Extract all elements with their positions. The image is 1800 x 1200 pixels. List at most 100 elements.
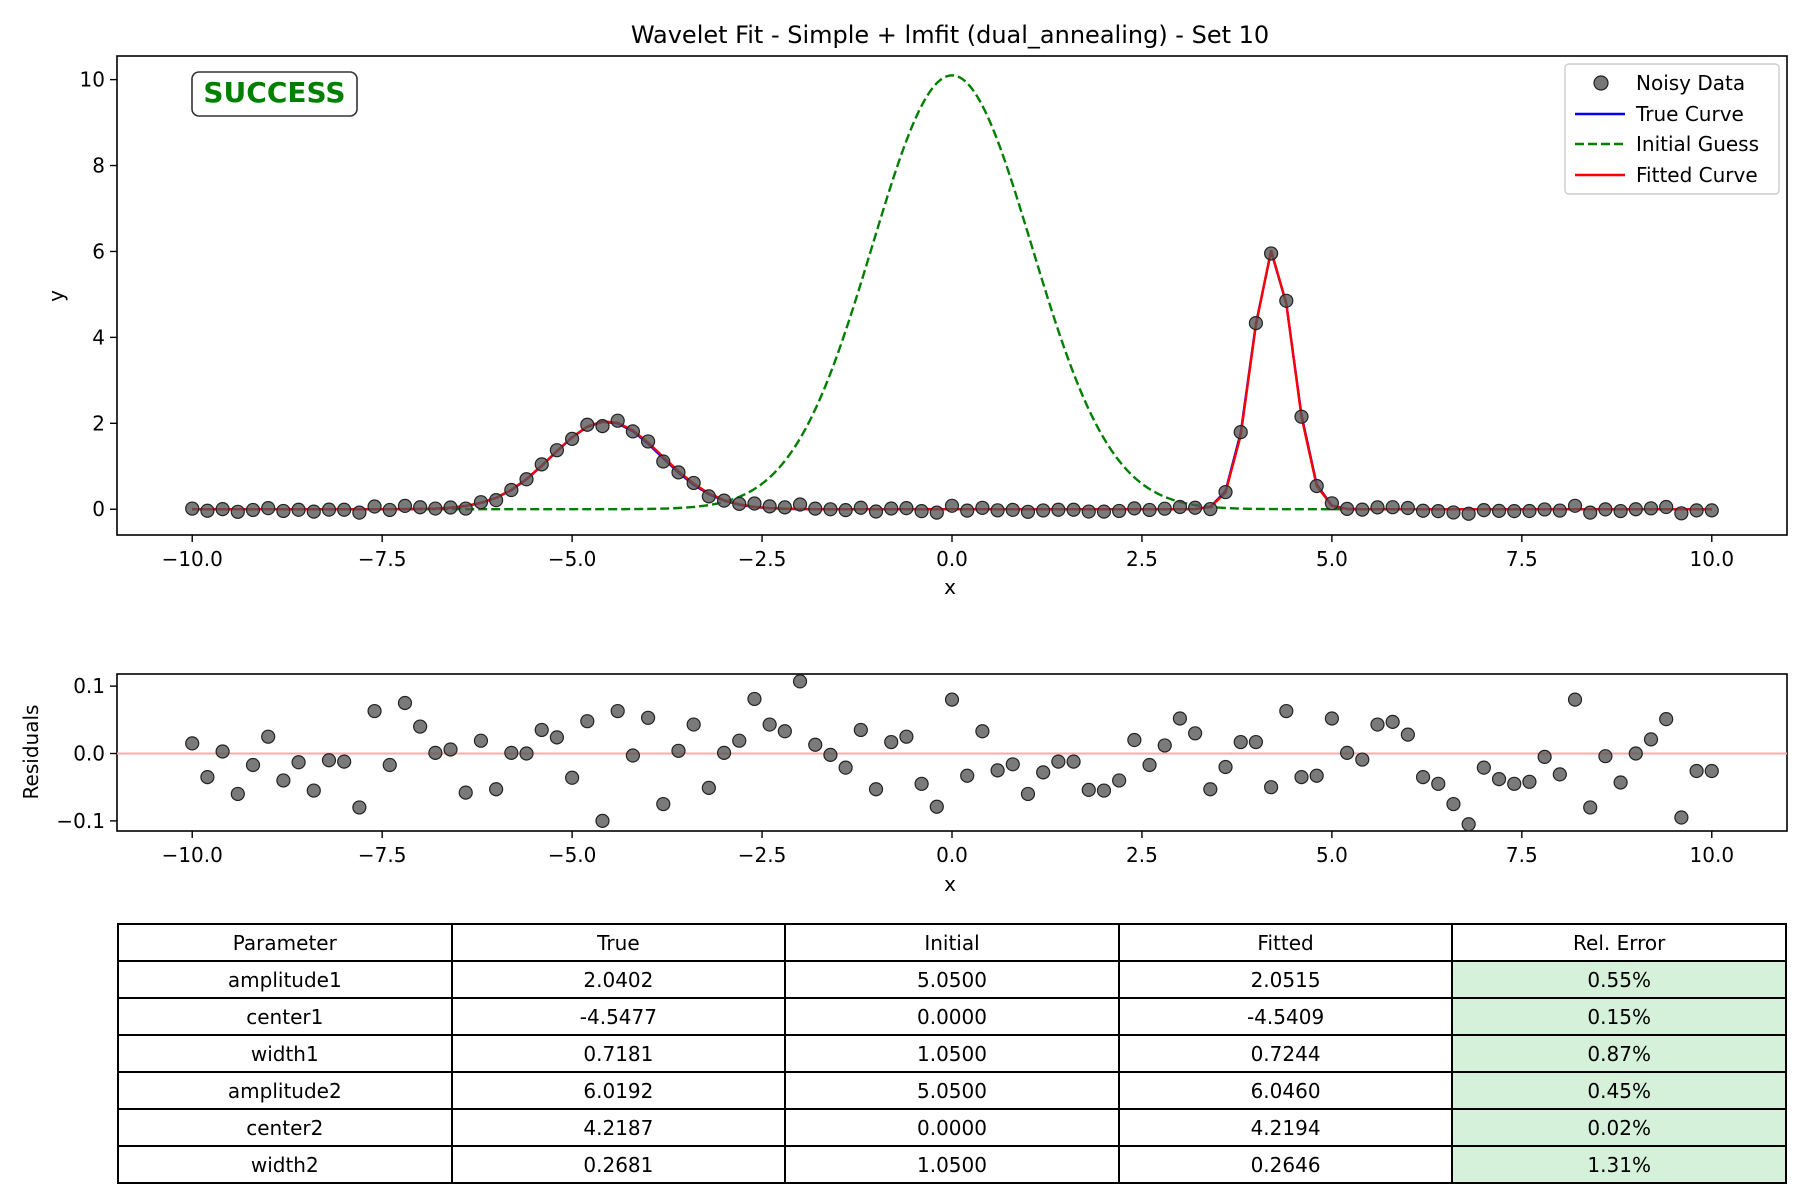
- noisy-data-point: [1674, 506, 1689, 521]
- residual-point: [1507, 776, 1522, 791]
- table-row: amplitude1 2.0402 5.0500 2.0515 0.55%: [117, 960, 1787, 999]
- residual-point: [1704, 763, 1719, 779]
- noisy-data-point: [473, 495, 489, 510]
- noisy-data-point: [1157, 501, 1172, 516]
- legend-marker-noisy-data: [1593, 75, 1609, 91]
- rel-error-cell: 0.15%: [1451, 997, 1787, 1036]
- noisy-data-point: [656, 454, 671, 469]
- residual-point: [990, 763, 1005, 778]
- x-tick-label: −5.0: [548, 547, 597, 571]
- noisy-data-point: [1446, 505, 1461, 520]
- x-tick-label: −2.5: [738, 547, 787, 571]
- noisy-data-point: [1051, 502, 1066, 517]
- table-cell: 6.0460: [1117, 1071, 1454, 1110]
- y-tick-label: −0.1: [56, 809, 105, 833]
- residual-point: [1522, 774, 1537, 789]
- residual-point: [1112, 773, 1127, 788]
- residual-point: [1567, 692, 1583, 707]
- residual-point: [489, 782, 504, 797]
- residual-point: [1355, 752, 1370, 767]
- legend: Noisy Data True Curve Initial Guess Fitt…: [1564, 63, 1780, 195]
- residual-point: [1446, 796, 1461, 812]
- residual-point: [1613, 775, 1628, 790]
- residual-point: [1157, 738, 1172, 753]
- noisy-data-point: [1203, 501, 1218, 517]
- residual-point: [792, 674, 808, 689]
- success-badge: SUCCESS: [191, 71, 358, 117]
- noisy-data-point: [610, 413, 625, 428]
- noisy-data-point: [929, 505, 944, 520]
- noisy-data-point: [534, 457, 549, 472]
- noisy-data-point: [1537, 502, 1552, 517]
- table-cell: 0.2646: [1117, 1145, 1454, 1184]
- noisy-data-point: [1036, 503, 1051, 518]
- noisy-data-point: [1112, 503, 1127, 519]
- residuals-plot: −10.0 −7.5 −5.0 −2.5 0.0 2.5 5.0 7.5 10.0 −0.1 0.…: [19, 673, 1788, 896]
- residual-point: [1096, 783, 1112, 798]
- noisy-data-point: [899, 501, 914, 516]
- noisy-data-point: [1142, 502, 1157, 518]
- legend-label-true-curve: True Curve: [1635, 102, 1744, 126]
- residual-point: [473, 733, 489, 748]
- noisy-data-point: [230, 504, 245, 519]
- x-tick-label: 7.5: [1506, 843, 1538, 867]
- x-tick-label: 7.5: [1506, 547, 1538, 571]
- residual-point: [1689, 763, 1704, 779]
- residual-point: [1005, 757, 1020, 772]
- column-header: Fitted: [1117, 923, 1454, 962]
- table-cell: 1.0500: [784, 1034, 1120, 1073]
- noisy-data-point: [549, 443, 565, 458]
- column-header: Parameter: [117, 923, 453, 962]
- noisy-data-point: [595, 419, 610, 434]
- noisy-data-point: [990, 503, 1005, 518]
- residual-point: [367, 703, 382, 719]
- table-cell: 5.0500: [784, 960, 1120, 999]
- noisy-data-point: [1127, 501, 1142, 516]
- table-row: center1 -4.5477 0.0000 -4.5409 0.15%: [117, 997, 1787, 1036]
- noisy-data-point: [747, 496, 762, 511]
- residual-point: [640, 710, 656, 725]
- table-row: width2 0.2681 1.0500 0.2646 1.31%: [117, 1145, 1787, 1184]
- residual-point: [1188, 726, 1203, 741]
- noisy-data-point: [1522, 503, 1537, 519]
- residual-point: [747, 691, 762, 707]
- x-tick-label: 2.5: [1126, 547, 1158, 571]
- residual-point: [929, 799, 944, 814]
- table-cell: 2.0515: [1117, 960, 1454, 999]
- legend-label-initial-guess: Initial Guess: [1636, 132, 1759, 156]
- table-cell: width1: [117, 1034, 453, 1073]
- y-tick-label: 6: [92, 239, 105, 263]
- residual-point: [1127, 732, 1142, 748]
- noisy-data-point: [321, 502, 337, 517]
- rel-error-cell: 0.02%: [1451, 1108, 1787, 1147]
- x-tick-label: −7.5: [358, 547, 407, 571]
- x-tick-label: 10.0: [1690, 843, 1735, 867]
- noisy-data-point: [1218, 484, 1233, 500]
- table-cell: 0.0000: [784, 1108, 1120, 1147]
- residual-point: [1036, 765, 1051, 780]
- noisy-data-point: [762, 499, 777, 514]
- noisy-data-point: [914, 504, 929, 519]
- table-row: width1 0.7181 1.0500 0.7244 0.87%: [117, 1034, 1787, 1073]
- residual-point: [200, 769, 215, 785]
- residual-point: [944, 692, 960, 707]
- residuals-x-axis-label: x: [944, 872, 956, 896]
- residual-point: [1415, 769, 1431, 785]
- noisy-data-point: [580, 417, 595, 432]
- x-tick-label: −7.5: [358, 843, 407, 867]
- noisy-data-point: [200, 503, 215, 518]
- residual-point: [1643, 732, 1659, 747]
- main-y-axis-label: y: [44, 290, 68, 302]
- table-cell: 6.0192: [450, 1071, 787, 1110]
- residual-point: [1051, 754, 1066, 769]
- table-cell: -4.5477: [450, 997, 787, 1036]
- y-tick-label: 10: [80, 68, 105, 92]
- residuals-y-ticks: −0.1 0.0 0.1: [56, 674, 117, 833]
- column-header: Rel. Error: [1451, 923, 1787, 962]
- x-tick-label: 0.0: [936, 843, 968, 867]
- noisy-data-point: [458, 501, 473, 516]
- noisy-data-point: [337, 502, 352, 517]
- noisy-data-point: [276, 503, 291, 519]
- noisy-data-point: [367, 499, 382, 514]
- residual-point: [230, 786, 245, 802]
